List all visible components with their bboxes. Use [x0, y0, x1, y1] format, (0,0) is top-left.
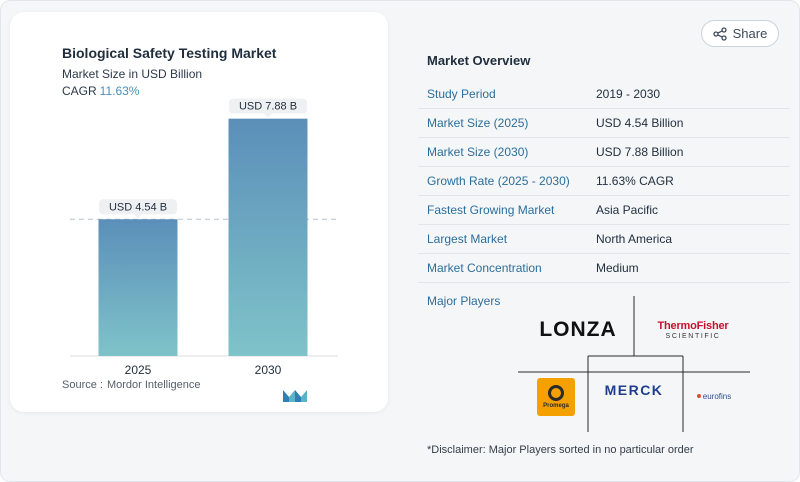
chart-subtitle: Market Size in USD Billion [62, 67, 203, 81]
overview-value: USD 7.88 Billion [596, 145, 684, 159]
market-overview-title: Market Overview [427, 53, 531, 68]
data-label-bg-2030 [229, 98, 307, 114]
bar-chart: USD 4.54 B 2025 USD 7.88 B 2030 [70, 98, 338, 377]
overview-label: Market Size (2030) [427, 145, 529, 159]
overview-label: Market Size (2025) [427, 116, 529, 130]
data-label-2025: USD 4.54 B [109, 201, 167, 213]
overview-row-study-period: Study Period 2019 - 2030 [418, 80, 790, 109]
overview-value: 2019 - 2030 [596, 87, 661, 101]
overview-label: Study Period [427, 87, 496, 101]
market-overview-table: Study Period 2019 - 2030 Market Size (20… [418, 80, 790, 283]
cagr-row: CAGR 11.63% [62, 84, 139, 98]
overview-row-largest-market: Largest Market North America [418, 225, 790, 254]
disclaimer: *Disclaimer: Major Players sorted in no … [427, 444, 694, 456]
overview-label: Market Concentration [427, 261, 542, 275]
overview-label: Fastest Growing Market [427, 203, 555, 217]
thermo-fisher-line2: SCIENTIFIC [665, 332, 721, 340]
thermo-fisher-line1: ThermoFisher [657, 319, 729, 332]
eurofins-name: eurofins [702, 391, 732, 401]
overview-value: Medium [596, 261, 639, 275]
overview-value: 11.63% CAGR [596, 174, 674, 188]
share-label: Share [732, 26, 768, 41]
x-tick-label-2025: 2025 [125, 363, 152, 377]
data-label-bg-2025 [99, 199, 177, 215]
cagr-label: CAGR [62, 84, 97, 98]
promega-name: Promega [543, 403, 569, 409]
source-name: Mordor Intelligence [106, 379, 201, 391]
mordor-intelligence-logo-icon [283, 390, 307, 402]
overview-value: USD 4.54 Billion [596, 116, 684, 130]
overview-label: Largest Market [427, 232, 508, 246]
bar-2030 [228, 118, 308, 356]
overview-row-fastest-growing: Fastest Growing Market Asia Pacific [418, 196, 790, 225]
share-icon [712, 26, 727, 41]
overview-value: North America [596, 232, 673, 246]
source-row: Source : Mordor Intelligence [62, 379, 201, 391]
data-label-2030: USD 7.88 B [239, 101, 297, 113]
source-label: Source : [62, 379, 103, 391]
promega-logo: Promega [537, 378, 575, 416]
data-label-pointer-2025 [134, 214, 142, 219]
overview-row-market-size-2030: Market Size (2030) USD 7.88 Billion [418, 138, 790, 167]
thermo-fisher-logo: ThermoFisher SCIENTIFIC [650, 316, 736, 344]
cagr-value: 11.63% [99, 84, 140, 98]
x-tick-label-2030: 2030 [255, 363, 282, 377]
data-label-pointer-2030 [264, 113, 272, 118]
promega-ring-icon [548, 385, 564, 401]
overview-label: Growth Rate (2025 - 2030) [427, 174, 570, 188]
lonza-logo: LONZA [539, 318, 617, 341]
merck-logo: MERCK [604, 382, 664, 398]
bar-2025 [98, 219, 178, 356]
eurofins-dot-icon [696, 394, 701, 398]
overview-row-market-size-2025: Market Size (2025) USD 4.54 Billion [418, 109, 790, 138]
eurofins-logo: eurofins [690, 388, 738, 404]
chart-title: Biological Safety Testing Market [62, 45, 277, 61]
share-button[interactable]: Share [701, 20, 779, 47]
overview-row-market-concentration: Market Concentration Medium [418, 254, 790, 283]
overview-value: Asia Pacific [596, 203, 659, 217]
major-players-title: Major Players [427, 294, 501, 308]
chart-card [10, 12, 388, 412]
overview-row-growth-rate: Growth Rate (2025 - 2030) 11.63% CAGR [418, 167, 790, 196]
